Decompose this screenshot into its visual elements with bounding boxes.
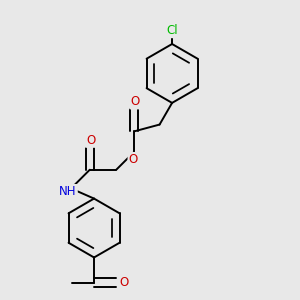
Text: Cl: Cl [166,24,178,37]
Text: NH: NH [59,185,77,198]
Text: O: O [130,95,140,109]
Text: O: O [119,276,128,289]
Text: O: O [128,153,138,166]
Text: O: O [86,134,95,147]
